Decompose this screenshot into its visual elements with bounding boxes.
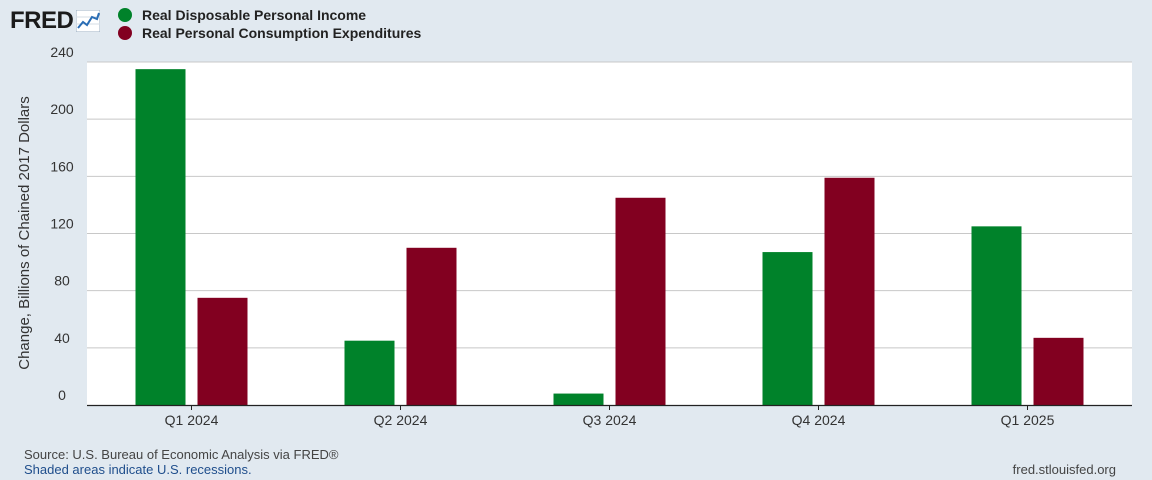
x-tick-label: Q1 2024 (165, 412, 219, 428)
y-tick-label: 40 (54, 330, 70, 346)
chart-legend: Real Disposable Personal Income Real Per… (118, 6, 421, 42)
x-tick-label: Q3 2024 (583, 412, 637, 428)
fred-logo-text: FRED (10, 7, 74, 34)
y-tick-label: 80 (54, 273, 70, 289)
legend-label-consumption: Real Personal Consumption Expenditures (142, 25, 422, 41)
site-url[interactable]: fred.stlouisfed.org (1012, 462, 1116, 477)
bar-income[interactable] (344, 340, 395, 405)
bar-chart: 0 40 80 120 160 200 240 Q1 2024 Q2 2024 Q3 2024 Q… (16, 44, 1132, 428)
line-graph-icon (76, 10, 101, 32)
fred-logo[interactable]: FRED (10, 6, 101, 36)
y-axis-label: Change, Billions of Chained 2017 Dollars (16, 96, 33, 370)
legend-marker-consumption (118, 26, 132, 40)
bar-consumption[interactable] (406, 247, 457, 405)
y-tick-label: 200 (50, 101, 74, 117)
bar-income[interactable] (762, 252, 813, 405)
y-tick-label: 0 (58, 387, 66, 403)
legend-item-income[interactable]: Real Disposable Personal Income (118, 6, 421, 24)
bar-consumption[interactable] (1033, 337, 1084, 405)
footer-notes: Source: U.S. Bureau of Economic Analysis… (24, 447, 338, 477)
recession-note: Shaded areas indicate U.S. recessions. (24, 462, 252, 477)
legend-marker-income (118, 8, 132, 22)
bar-income[interactable] (971, 226, 1022, 405)
bar-income[interactable] (135, 69, 186, 405)
y-tick-label: 240 (50, 44, 74, 60)
legend-label-income: Real Disposable Personal Income (142, 7, 367, 23)
legend-item-consumption[interactable]: Real Personal Consumption Expenditures (118, 24, 421, 42)
x-tick-label: Q4 2024 (792, 412, 846, 428)
bar-consumption[interactable] (824, 177, 875, 405)
x-tick-label: Q2 2024 (374, 412, 428, 428)
source-note: Source: U.S. Bureau of Economic Analysis… (24, 447, 339, 462)
bar-consumption[interactable] (197, 297, 248, 405)
bar-consumption[interactable] (615, 197, 666, 405)
x-tick-label: Q1 2025 (1001, 412, 1055, 428)
y-tick-label: 160 (50, 158, 74, 174)
bar-income[interactable] (553, 393, 604, 405)
y-tick-label: 120 (50, 216, 74, 232)
